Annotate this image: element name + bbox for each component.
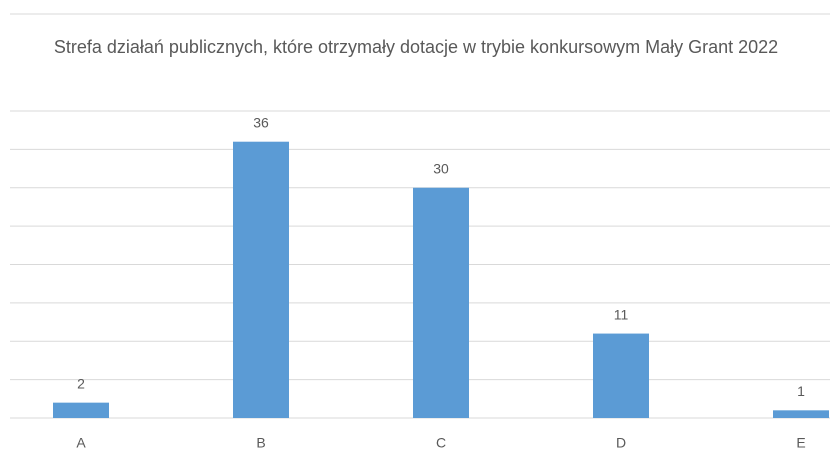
x-tick-label: B: [256, 435, 265, 451]
bar: [53, 402, 109, 418]
x-tick-label: E: [796, 435, 805, 451]
bar: [773, 410, 829, 418]
data-label: 11: [614, 306, 629, 322]
data-label: 30: [433, 160, 449, 176]
bar: [593, 333, 649, 418]
chart-title: Strefa działań publicznych, które otrzym…: [53, 37, 779, 57]
x-tick-label: D: [616, 435, 626, 451]
data-label: 1: [797, 383, 805, 399]
bar: [233, 141, 289, 418]
x-tick-label: A: [76, 435, 86, 451]
bar: [413, 187, 469, 418]
data-label: 36: [253, 114, 269, 130]
x-tick-label: C: [436, 435, 446, 451]
data-label: 2: [77, 375, 85, 391]
